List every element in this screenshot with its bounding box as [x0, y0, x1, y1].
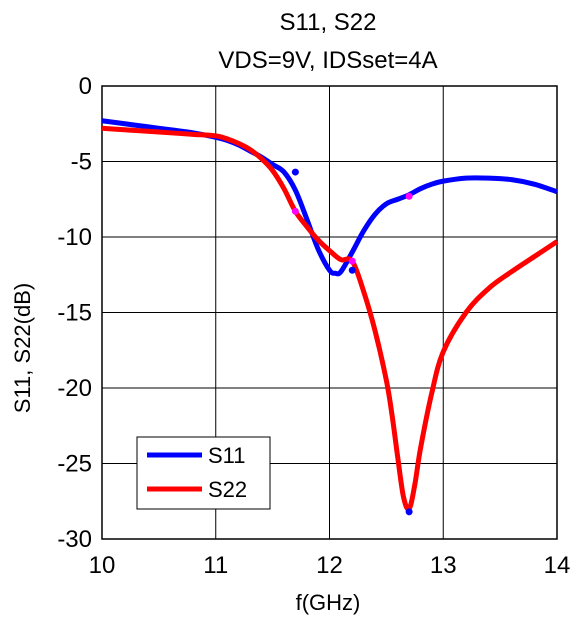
y-tick-label: 0 [79, 73, 92, 100]
marker-point [405, 508, 413, 516]
marker-point [405, 192, 413, 200]
series-layer [101, 118, 559, 512]
y-tick-label: -25 [57, 451, 92, 478]
y-tick-label: -10 [57, 224, 92, 251]
x-tick-labels: 10 11 12 13 14 [89, 552, 571, 579]
series-line-s22 [101, 125, 559, 512]
y-tick-label: -30 [57, 526, 92, 553]
marker-point [348, 266, 356, 274]
legend-box [136, 436, 271, 510]
marker-point [348, 257, 356, 265]
x-tick-label: 11 [203, 552, 228, 579]
x-tick-label: 14 [544, 552, 571, 579]
x-tick-label: 10 [89, 552, 116, 579]
y-tick-labels: 0 -5 -10 -15 -20 -25 -30 [57, 73, 92, 553]
plot-area-frame [101, 85, 558, 540]
marker-point [291, 168, 299, 176]
y-tick-label: -5 [71, 149, 92, 176]
x-tick-label: 12 [316, 552, 343, 579]
y-tick-label: -20 [57, 375, 92, 402]
marker-layer [291, 168, 413, 516]
y-axis-label: S11, S22(dB) [10, 283, 35, 413]
legend: S11 S22 [136, 436, 271, 510]
legend-label-s11: S11 [208, 443, 246, 468]
chart-subtitle: VDS=9V, IDSset=4A [218, 47, 437, 74]
chart-title: S11, S22 [280, 9, 377, 36]
x-tick-label: 13 [430, 552, 457, 579]
legend-label-s22: S22 [208, 477, 247, 502]
marker-point [291, 207, 299, 215]
x-axis-label: f(GHz) [296, 590, 361, 615]
y-tick-label: -15 [57, 300, 92, 327]
